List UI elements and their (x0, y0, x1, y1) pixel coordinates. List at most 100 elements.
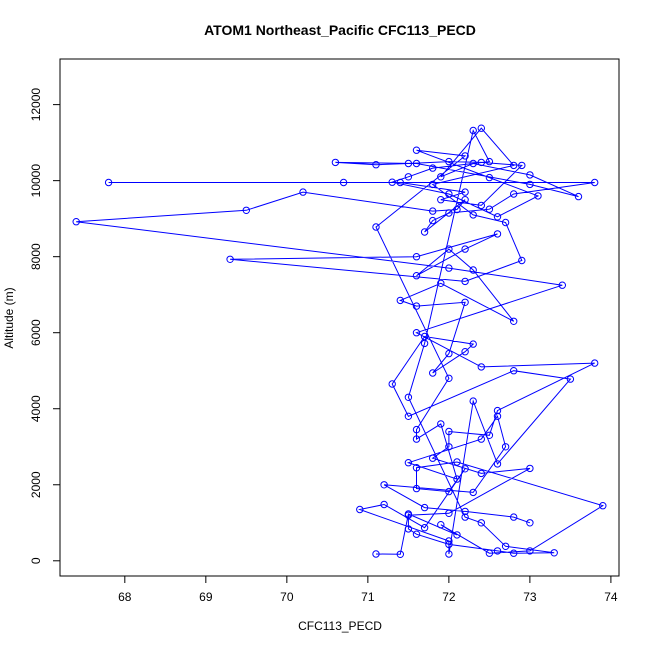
data-point (469, 397, 477, 405)
data-point (437, 173, 445, 181)
data-point (420, 332, 429, 341)
data-point (242, 206, 251, 215)
y-tick-label: 10000 (29, 164, 43, 198)
data-point (469, 488, 477, 497)
data-point (412, 146, 421, 154)
data-point (404, 511, 413, 519)
data-point (477, 124, 485, 132)
data-point (461, 245, 469, 253)
data-point (493, 460, 502, 468)
data-point (380, 500, 388, 509)
data-point (477, 519, 485, 527)
data-point (420, 524, 429, 532)
data-point (510, 190, 518, 198)
data-point (429, 180, 437, 189)
data-point (469, 266, 477, 274)
data-point (493, 412, 502, 420)
data-point (404, 173, 413, 181)
data-point (493, 213, 502, 221)
plot-area (72, 124, 607, 558)
data-point (510, 161, 518, 170)
data-point (388, 178, 396, 186)
x-tick-label: 73 (523, 590, 537, 604)
data-point (404, 459, 413, 467)
y-tick-label: 0 (29, 557, 43, 564)
data-point (501, 443, 510, 451)
data-point (526, 519, 534, 527)
data-point (445, 427, 453, 436)
data-point (437, 279, 445, 287)
data-point (404, 525, 413, 533)
data-point (510, 513, 518, 521)
data-point (469, 159, 477, 168)
data-point (404, 159, 413, 168)
data-point (372, 550, 380, 558)
data-point (453, 205, 461, 214)
data-point (461, 348, 469, 356)
data-point (372, 161, 380, 169)
y-tick-label: 4000 (29, 395, 43, 422)
data-point (510, 367, 518, 375)
data-point (445, 264, 453, 272)
data-point (453, 531, 461, 539)
data-point (461, 188, 469, 196)
data-point (429, 207, 437, 215)
data-point (534, 192, 542, 200)
chart-title: ATOM1 Northeast_Pacific CFC113_PECD (204, 22, 476, 38)
data-point (445, 209, 453, 217)
data-point (461, 152, 469, 160)
data-point (493, 406, 502, 415)
data-point (526, 171, 534, 179)
data-point (510, 549, 518, 557)
data-point (396, 178, 404, 187)
data-point (566, 375, 575, 383)
data-point (388, 380, 396, 388)
data-point (485, 173, 494, 182)
data-point (469, 126, 477, 135)
data-point (445, 537, 453, 545)
data-point (445, 190, 453, 198)
y-tick-label: 12000 (29, 88, 43, 122)
data-point (445, 374, 453, 382)
data-point (550, 549, 558, 557)
data-point (591, 178, 599, 187)
data-point (72, 218, 80, 226)
data-point (526, 547, 534, 555)
data-point (461, 196, 469, 204)
data-point (412, 484, 421, 493)
data-point (412, 272, 421, 280)
data-point (445, 157, 453, 166)
data-point (412, 435, 421, 443)
data-point (339, 178, 348, 187)
data-point (445, 550, 453, 558)
y-tick-label: 2000 (29, 471, 43, 498)
data-point (429, 454, 437, 462)
x-axis-label: CFC113_PECD (298, 619, 382, 633)
data-point (437, 420, 445, 428)
data-point (226, 255, 234, 263)
data-point (429, 216, 437, 225)
x-tick-label: 74 (604, 590, 618, 604)
data-point (461, 298, 469, 306)
data-point (461, 465, 469, 473)
data-point (526, 180, 534, 189)
data-point (372, 223, 380, 231)
x-tick-label: 69 (199, 590, 213, 604)
data-point (420, 228, 429, 236)
data-point (396, 550, 404, 558)
data-point (599, 502, 607, 510)
data-point (469, 340, 477, 348)
data-point (404, 412, 413, 420)
data-point (485, 157, 494, 166)
data-point (493, 547, 502, 555)
data-point (485, 431, 494, 439)
data-point (404, 393, 413, 401)
x-axis: 68 69 70 71 72 73 74 (118, 576, 618, 604)
data-point (437, 521, 445, 529)
data-point (469, 211, 477, 219)
data-point (445, 443, 453, 451)
data-point (445, 487, 453, 496)
plot-frame (59, 58, 620, 577)
data-point (429, 369, 437, 377)
data-point (493, 230, 502, 238)
